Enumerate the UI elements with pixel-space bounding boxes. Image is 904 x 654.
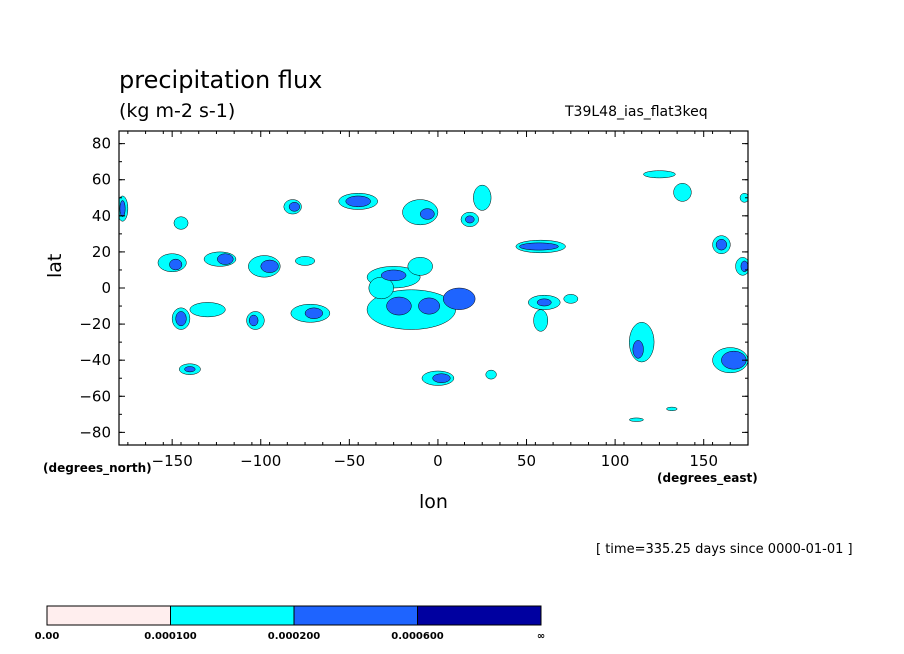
- precip-region-level-2: [260, 259, 279, 273]
- y-tick-label: 0: [101, 279, 111, 297]
- precip-region-level-2: [465, 215, 475, 224]
- precip-region-level-1: [643, 170, 676, 179]
- legend-level-label: 0.00: [35, 631, 60, 642]
- precip-region-level-2: [217, 253, 234, 265]
- precip-region-level-1: [673, 183, 692, 202]
- precip-region-level-2: [536, 298, 552, 307]
- precip-region-level-2: [288, 202, 300, 212]
- precip-region-level-2: [442, 287, 476, 310]
- precip-region-level-2: [175, 311, 187, 327]
- precip-region-level-1: [739, 193, 748, 203]
- precip-region-level-2: [184, 366, 196, 373]
- precip-region-level-1: [473, 184, 492, 211]
- legend-level-label: ∞: [537, 631, 545, 642]
- legend-swatch: [170, 605, 295, 626]
- precip-region-level-1: [563, 294, 579, 304]
- precip-region-level-1: [173, 216, 189, 230]
- y-tick-label: 60: [92, 171, 111, 189]
- precip-region-level-1: [533, 309, 549, 332]
- precip-region-level-1: [666, 406, 678, 411]
- legend-level-label: 0.000600: [391, 631, 444, 642]
- precip-region-level-1: [485, 369, 497, 380]
- legend-level-label: 0.000200: [268, 631, 321, 642]
- x-axis-label: lon: [419, 491, 448, 513]
- run-label: T39L48_ias_flat3keq: [565, 104, 708, 120]
- legend-swatch: [417, 605, 542, 626]
- precip-region-level-2: [386, 296, 412, 316]
- precip-region-level-2: [632, 340, 644, 359]
- chart-title: precipitation flux: [119, 66, 323, 94]
- precip-region-level-1: [629, 417, 644, 422]
- y-tick-label: −40: [79, 351, 111, 369]
- legend-swatch: [46, 605, 171, 626]
- plot-frame: [118, 130, 749, 446]
- color-legend: 0.00 0.000100 0.000200 0.000600 ∞: [35, 605, 545, 642]
- precip-region-level-2: [740, 260, 748, 273]
- chart-units: (kg m-2 s-1): [119, 100, 236, 122]
- y-axis-units: (degrees_north): [43, 461, 152, 475]
- x-tick-label: −100: [240, 452, 281, 470]
- y-tick-label: −20: [79, 315, 111, 333]
- precip-region-level-2: [432, 373, 451, 383]
- plot-border: [118, 130, 749, 446]
- legend-level-label: 0.000100: [144, 631, 197, 642]
- legend-swatch: [293, 605, 418, 626]
- precip-region-level-2: [380, 269, 407, 282]
- x-tick-label: −50: [334, 452, 366, 470]
- axis-ticks: −150 −100 −50 0 50 100 150 80 60 40 20 0 −20 −40 −60 −8…: [79, 131, 749, 470]
- precip-region-level-1: [189, 302, 226, 318]
- precip-region-level-2: [119, 200, 126, 217]
- precip-region-level-2: [304, 307, 324, 319]
- precip-region-level-1: [407, 257, 433, 276]
- y-tick-label: 80: [92, 135, 111, 153]
- y-tick-label: 40: [92, 207, 111, 225]
- x-tick-label: 50: [517, 452, 536, 470]
- precip-region-level-2: [519, 242, 559, 251]
- y-tick-label: 20: [92, 243, 111, 261]
- precip-region-level-2: [715, 239, 727, 251]
- x-tick-label: −150: [152, 452, 193, 470]
- precip-region-level-2: [418, 297, 440, 315]
- precip-region-level-2: [169, 258, 183, 271]
- precip-region-level-2: [345, 195, 371, 208]
- y-tick-label: −80: [79, 423, 111, 441]
- contour-regions: [119, 170, 748, 422]
- precip-region-level-2: [419, 208, 435, 220]
- x-tick-label: 150: [689, 452, 718, 470]
- x-tick-label: 100: [601, 452, 630, 470]
- x-tick-label: 0: [433, 452, 443, 470]
- time-note: [ time=335.25 days since 0000-01-01 ]: [596, 542, 853, 557]
- precip-region-level-1: [295, 256, 316, 266]
- x-axis-units: (degrees_east): [657, 471, 758, 485]
- precip-region-level-2: [248, 314, 259, 327]
- precip-region-level-1: [368, 276, 394, 300]
- y-tick-label: −60: [79, 387, 111, 405]
